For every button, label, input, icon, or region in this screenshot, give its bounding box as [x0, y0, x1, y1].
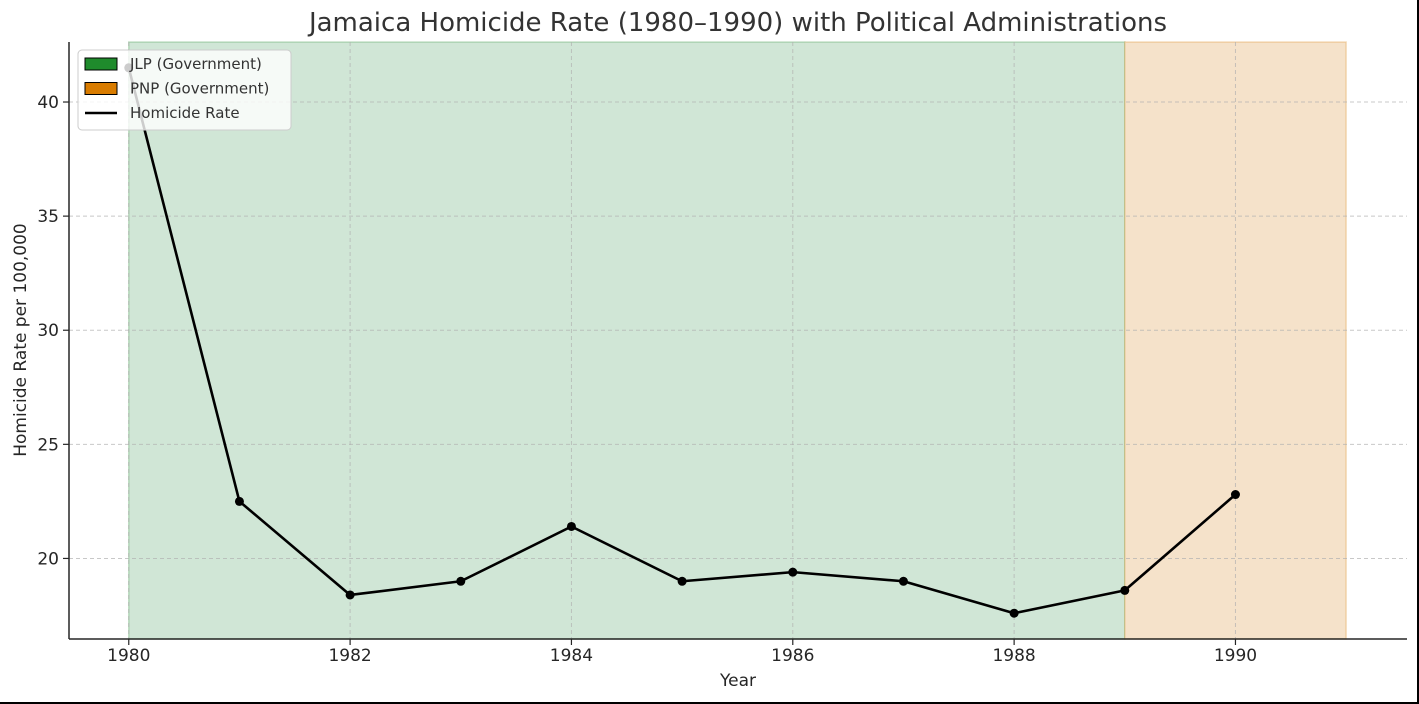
- x-tick-label: 1980: [107, 646, 150, 666]
- y-tick-label: 30: [37, 321, 59, 341]
- administration-bands: [128, 41, 1347, 640]
- x-tick-label: 1986: [771, 646, 814, 666]
- y-tick-label: 25: [37, 435, 59, 455]
- data-point: [566, 521, 576, 531]
- data-point: [1009, 608, 1019, 618]
- y-tick-label: 35: [37, 207, 59, 227]
- data-point: [1230, 490, 1240, 500]
- band-jlp: [128, 41, 1126, 640]
- x-axis-label: Year: [719, 671, 756, 691]
- chart-title: Jamaica Homicide Rate (1980–1990) with P…: [307, 8, 1167, 38]
- data-point: [788, 567, 798, 577]
- legend-label: JLP (Government): [129, 55, 262, 73]
- legend-swatch-pnp: [84, 82, 118, 95]
- x-tick-label: 1988: [992, 646, 1035, 666]
- y-axis-label: Homicide Rate per 100,000: [11, 223, 31, 457]
- data-point: [677, 576, 687, 586]
- x-tick-label: 1990: [1214, 646, 1257, 666]
- legend: JLP (Government) PNP (Government) Homicide…: [77, 49, 292, 131]
- x-tick-label: 1982: [328, 646, 371, 666]
- data-point: [234, 496, 244, 506]
- data-point: [1120, 585, 1130, 595]
- legend-label: PNP (Government): [130, 80, 269, 98]
- legend-label: Homicide Rate: [130, 104, 240, 122]
- data-point: [898, 576, 908, 586]
- legend-swatch-jlp: [84, 57, 118, 71]
- data-point: [456, 576, 466, 586]
- data-point: [345, 590, 355, 600]
- axes: 20 25 30 35 40 1980 1982 1984 1986 1988 1990: [37, 42, 1407, 666]
- y-tick-label: 20: [37, 549, 59, 569]
- x-tick-label: 1984: [550, 646, 593, 666]
- legend-box: [77, 49, 292, 131]
- gridlines: [69, 42, 1407, 639]
- y-tick-label: 40: [37, 93, 59, 113]
